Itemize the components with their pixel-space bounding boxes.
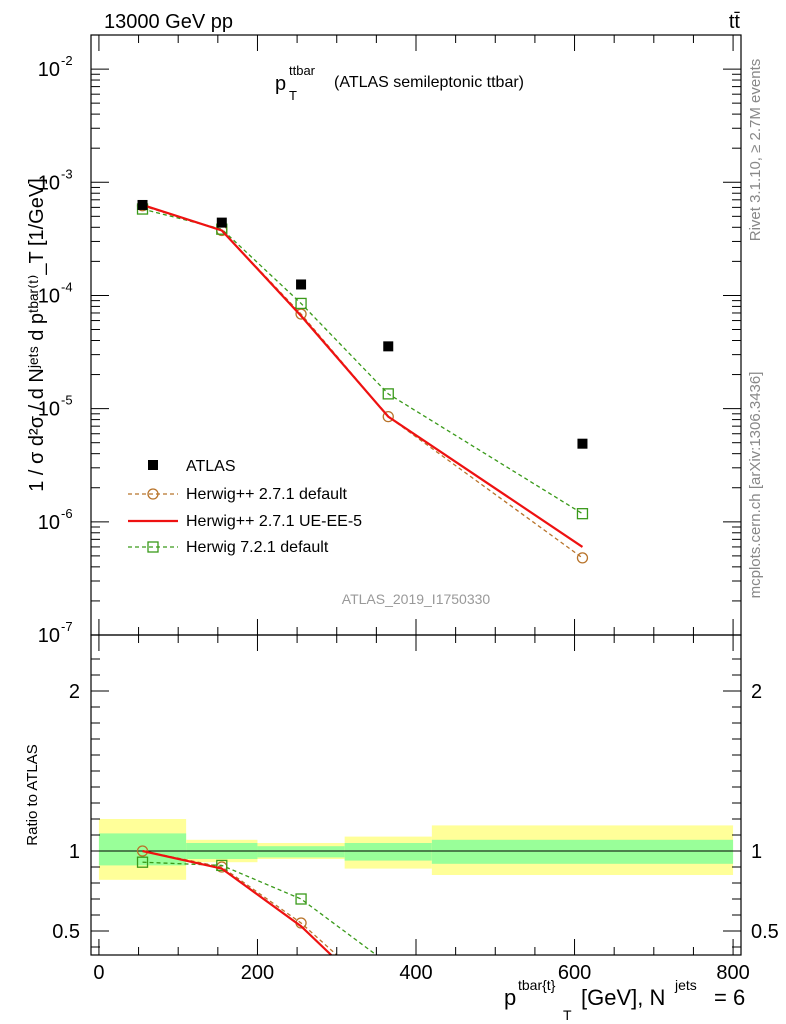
- y-tick-label: 10: [38, 285, 60, 307]
- plot-title: p: [275, 73, 286, 95]
- y-tick-exponent: -5: [61, 393, 73, 408]
- ratio-y-ticks: 0.5 0.5 1 1 2 2: [52, 658, 779, 948]
- atlas-point: [137, 199, 148, 210]
- x-tick-label: 200: [241, 962, 274, 984]
- y-tick-exponent: -4: [61, 279, 73, 294]
- uncertainty-band-inner: [431, 839, 734, 864]
- data-point: [576, 552, 589, 564]
- x-tick-label: 600: [558, 962, 591, 984]
- data-point: [295, 297, 307, 310]
- xlabel-sup: tbar{t}: [518, 977, 556, 993]
- series-line: [142, 208, 583, 515]
- ratio-tick-label-right: 0.5: [751, 921, 779, 943]
- rivet-label: Rivet 3.1.10, ≥ 2.7M events: [747, 59, 764, 242]
- x-axis-label: p tbar{t} T [GeV], N jets = 6: [504, 977, 745, 1023]
- legend-entry-herwig271-default: Herwig++ 2.7.1 default: [128, 486, 348, 503]
- data-point: [382, 388, 394, 400]
- plot-title-sup: ttbar: [289, 63, 316, 78]
- ratio-tick-label-left: 1: [69, 841, 80, 863]
- plot-title-main: p: [275, 73, 286, 95]
- legend-label-herwig271-ueee5: Herwig++ 2.7.1 UE-EE-5: [186, 513, 362, 530]
- series-line: [142, 203, 584, 548]
- xlabel-tail: = 6: [714, 985, 745, 1010]
- xlabel-main: p: [504, 985, 516, 1010]
- plot-title-sub: T: [289, 88, 297, 103]
- ratio-ylabel: Ratio to ATLAS: [24, 744, 41, 845]
- legend-label-atlas: ATLAS: [186, 458, 236, 475]
- ratio-point: [295, 893, 307, 905]
- main-series: [136, 199, 589, 564]
- y-tick-exponent: -7: [61, 619, 73, 634]
- main-y-ticks: 10-710-610-510-410-310-2: [38, 53, 741, 647]
- x-tick-label: 0: [93, 962, 104, 984]
- atlas-point: [216, 217, 227, 228]
- atlas-point: [383, 341, 394, 352]
- legend-label-herwig721-default: Herwig 7.2.1 default: [186, 539, 329, 556]
- data-point: [382, 410, 394, 423]
- header-left: 13000 GeV pp: [104, 11, 233, 33]
- legend-marker-herwig271-default: [147, 488, 159, 500]
- ratio-tick-label-left: 2: [69, 681, 80, 703]
- main-ylabel: 1 / σ d²σ / d Nʲᵉᵗˢ d pᵗᵇᵃʳ⁽ᵗ⁾_T [1/GeV]: [26, 178, 48, 492]
- ratio-series-line: [142, 861, 377, 956]
- legend-entry-herwig271-ueee5: Herwig++ 2.7.1 UE-EE-5: [128, 513, 362, 530]
- ratio-panel: 0.5 0.51 12 2 0 200 400 600 800 Ratio to ATLAS …: [24, 634, 779, 1023]
- ratio-tick-label-left: 0.5: [52, 921, 80, 943]
- ratio-tick-label-right: 2: [751, 681, 762, 703]
- data-point: [576, 508, 589, 520]
- x-tick-label: 400: [399, 962, 432, 984]
- ratio-point: [136, 856, 149, 868]
- x-tick-label: 800: [716, 962, 749, 984]
- atlas-point: [577, 438, 588, 449]
- uncertainty-band-inner: [257, 846, 345, 858]
- y-tick-exponent: -6: [61, 506, 73, 521]
- ratio-series-line: [142, 850, 338, 956]
- uncertainty-band-inner: [344, 843, 432, 861]
- y-tick-label: 10: [38, 625, 60, 647]
- legend-label-herwig271-default: Herwig++ 2.7.1 default: [186, 486, 348, 503]
- ratio-frame: [90, 634, 742, 956]
- xlabel-sup2: jets: [674, 977, 697, 993]
- xlabel-sub: T: [563, 1007, 572, 1023]
- ratio-series: [136, 845, 377, 956]
- uncertainty-band-inner: [98, 833, 187, 866]
- mcplots-label: mcplots.cern.ch [arXiv:1306.3436]: [747, 372, 764, 599]
- ratio-bands: [98, 819, 734, 880]
- ratio-series-line: [142, 849, 332, 956]
- legend-marker-herwig721-default: [147, 541, 159, 553]
- analysis-id: ATLAS_2019_I1750330: [342, 591, 491, 607]
- y-tick-label: 10: [38, 512, 60, 534]
- y-tick-exponent: -2: [61, 53, 73, 68]
- legend-marker-atlas: [148, 460, 158, 470]
- xlabel-unit: [GeV], N: [581, 985, 665, 1010]
- legend-entry-herwig721-default: Herwig 7.2.1 default: [128, 539, 329, 556]
- plot-title-rest: (ATLAS semileptonic ttbar): [334, 74, 524, 91]
- header-right: tt̄: [729, 11, 741, 33]
- ratio-tick-label-right: 1: [751, 841, 762, 863]
- legend-entry-atlas: ATLAS: [148, 458, 236, 475]
- y-tick-exponent: -3: [61, 166, 73, 181]
- legend: ATLAS Herwig++ 2.7.1 default Herwig++ 2.…: [128, 458, 362, 556]
- ratio-x-ticks: 0 200 400 600 800: [93, 635, 750, 984]
- series-line: [142, 205, 583, 559]
- y-tick-label: 10: [38, 172, 60, 194]
- y-tick-label: 10: [38, 399, 60, 421]
- main-x-ticks: [98, 35, 734, 635]
- main-panel: 10-710-610-510-410-310-2 p ttbar T (ATLA…: [26, 34, 742, 647]
- atlas-point: [296, 279, 307, 290]
- y-tick-label: 10: [38, 59, 60, 81]
- ratio-point: [216, 859, 228, 872]
